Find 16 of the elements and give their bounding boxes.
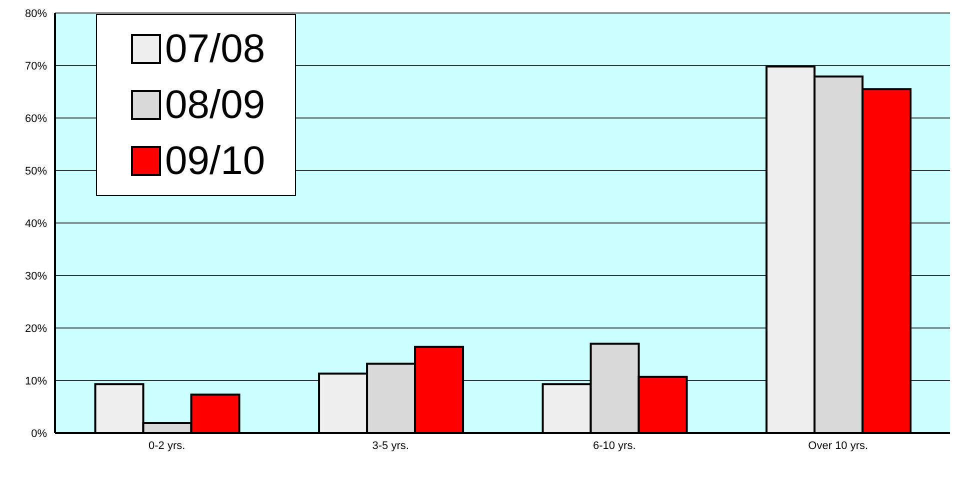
y-tick-label: 50% — [24, 165, 48, 178]
legend-label: 09/10 — [165, 138, 266, 185]
y-tick-label: 10% — [24, 375, 48, 388]
x-tick-label: 6-10 yrs. — [592, 440, 636, 452]
y-tick-label: 80% — [24, 8, 48, 20]
y-tick-label: 70% — [24, 60, 48, 72]
y-tick-label: 0% — [31, 428, 48, 440]
legend-label: 08/09 — [165, 82, 266, 129]
x-tick-label: 3-5 yrs. — [372, 440, 409, 452]
y-tick-label: 40% — [24, 218, 48, 230]
y-tick-label: 60% — [24, 112, 48, 125]
x-tick-label: Over 10 yrs. — [808, 440, 868, 452]
x-tick-label: 0-2 yrs. — [148, 440, 186, 452]
y-tick-label: 20% — [24, 322, 48, 335]
legend-label: 07/08 — [165, 26, 266, 73]
y-tick-label: 30% — [24, 270, 48, 282]
